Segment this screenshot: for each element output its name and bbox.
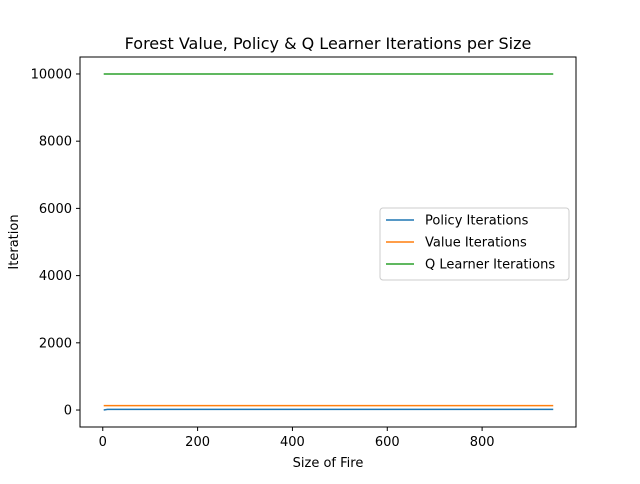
chart-title: Forest Value, Policy & Q Learner Iterati… <box>125 34 532 53</box>
x-tick-label: 200 <box>185 435 210 450</box>
y-tick-label: 0 <box>64 404 72 419</box>
x-axis: 0 200 400 600 800 <box>99 427 495 450</box>
y-tick-label: 6000 <box>39 202 72 217</box>
series-line-0 <box>103 408 554 411</box>
legend-box <box>379 207 570 281</box>
y-tick-label: 4000 <box>39 269 72 284</box>
legend: Policy Iterations Value Iterations Q Learn… <box>379 207 570 281</box>
y-tick-label: 8000 <box>39 135 72 150</box>
y-tick-label: 2000 <box>39 336 72 351</box>
y-tick-label: 10000 <box>31 67 72 82</box>
legend-label-0: Policy Iterations <box>425 214 529 229</box>
x-tick-label: 0 <box>99 435 107 450</box>
y-axis: 0 2000 4000 6000 8000 10000 <box>31 67 80 419</box>
legend-label-2: Q Learner Iterations <box>425 258 555 273</box>
legend-label-1: Value Iterations <box>425 236 527 251</box>
x-axis-label: Size of Fire <box>293 456 364 471</box>
x-tick-label: 800 <box>470 435 495 450</box>
x-tick-label: 600 <box>375 435 400 450</box>
y-axis-label: Iteration <box>7 214 22 269</box>
plot-frame <box>79 56 577 428</box>
x-tick-label: 400 <box>280 435 305 450</box>
plot-area <box>103 73 554 411</box>
